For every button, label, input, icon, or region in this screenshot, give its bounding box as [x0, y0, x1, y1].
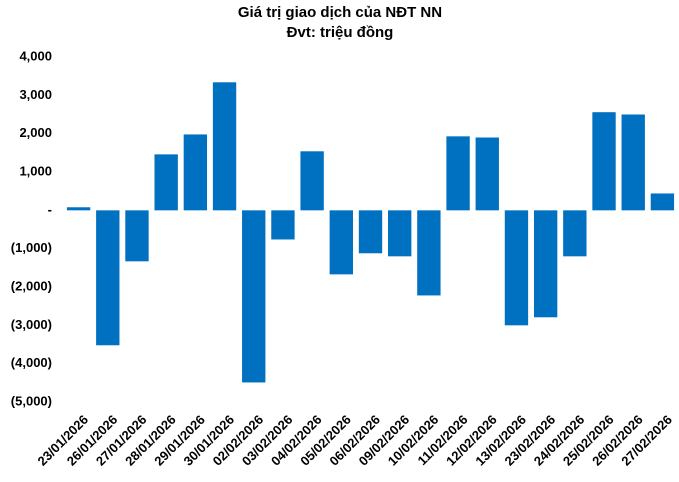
y-tick-label: (2,000)	[11, 278, 52, 293]
y-tick-label: 2,000	[19, 125, 52, 140]
bar	[533, 210, 558, 318]
y-tick-label: (1,000)	[11, 240, 52, 255]
bar	[154, 154, 178, 211]
bar	[621, 114, 645, 211]
bar	[388, 210, 412, 257]
bar	[125, 210, 149, 262]
bar	[563, 210, 587, 257]
y-tick-label: (4,000)	[11, 355, 52, 370]
bar	[446, 136, 470, 211]
y-tick-label: 4,000	[19, 48, 52, 63]
bar	[183, 134, 208, 211]
y-tick-label: (3,000)	[11, 317, 52, 332]
bar	[358, 210, 383, 254]
bar	[650, 193, 675, 211]
bar	[300, 151, 324, 211]
bar	[592, 112, 616, 211]
bar	[212, 82, 237, 211]
bar	[329, 210, 353, 275]
bar	[475, 137, 499, 211]
bar	[417, 210, 441, 296]
bar	[66, 207, 91, 211]
y-tick-label: 3,000	[19, 87, 52, 102]
bar	[271, 210, 295, 240]
bar	[504, 210, 529, 326]
y-tick-label: -	[48, 202, 52, 217]
bar	[96, 210, 120, 346]
bar	[242, 210, 266, 383]
chart-title: Giá trị giao dịch của NĐT NN	[238, 4, 442, 21]
chart-subtitle: Đvt: triệu đồng	[287, 24, 394, 41]
y-tick-label: (5,000)	[11, 393, 52, 408]
y-tick-label: 1,000	[19, 163, 52, 178]
